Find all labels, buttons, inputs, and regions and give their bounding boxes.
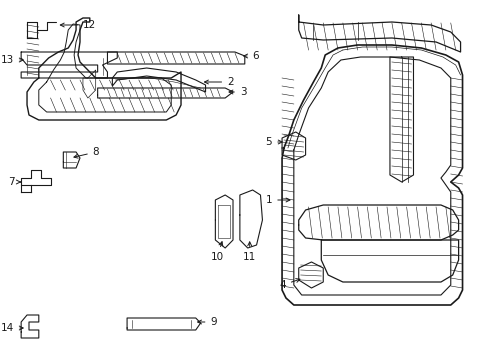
Text: 3: 3 — [229, 87, 246, 97]
Text: 2: 2 — [204, 77, 234, 87]
Text: 7: 7 — [8, 177, 20, 187]
Text: 9: 9 — [197, 317, 217, 327]
Text: 1: 1 — [266, 195, 290, 205]
Text: 10: 10 — [211, 242, 224, 262]
Text: 5: 5 — [266, 137, 282, 147]
Text: 13: 13 — [1, 55, 23, 65]
Text: 12: 12 — [60, 20, 96, 30]
Text: 11: 11 — [243, 242, 256, 262]
Text: 8: 8 — [74, 147, 99, 158]
Text: 6: 6 — [244, 51, 259, 61]
Text: 14: 14 — [1, 323, 23, 333]
Text: 4: 4 — [279, 279, 300, 290]
